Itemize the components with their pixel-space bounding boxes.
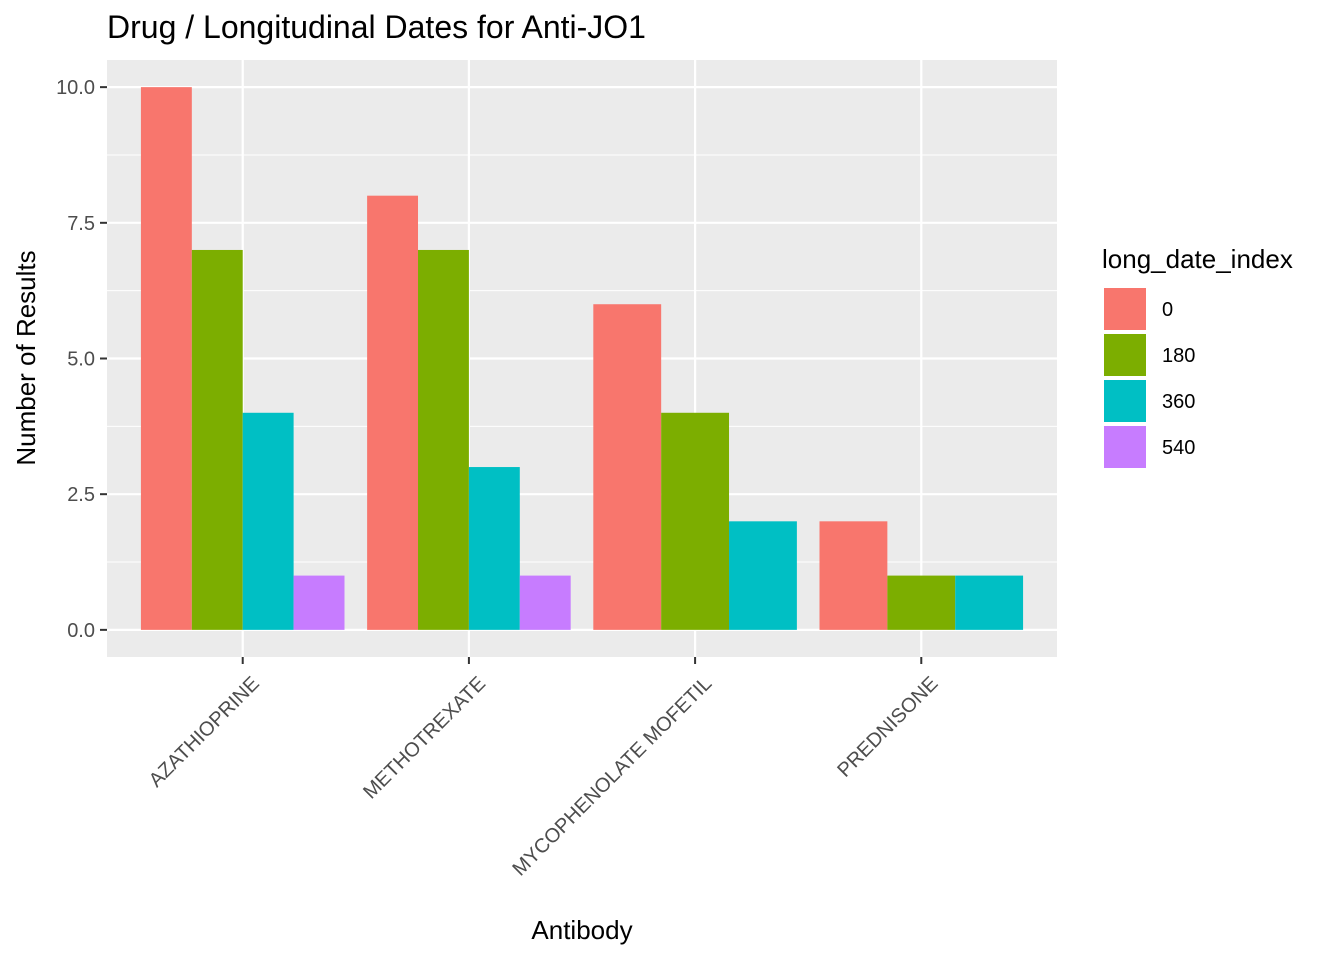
x-tick-label: AZATHIOPRINE [145, 673, 264, 792]
y-tick-label: 0.0 [67, 620, 95, 642]
bar-azathioprine-180 [191, 249, 243, 630]
bar-prednisone-180 [887, 575, 956, 630]
x-tick-label: PREDNISONE [833, 673, 942, 782]
chart-title: Drug / Longitudinal Dates for Anti-JO1 [107, 9, 646, 45]
bar-azathioprine-360 [242, 412, 294, 630]
x-axis-title: Antibody [531, 915, 632, 945]
bar-methotrexate-180 [418, 249, 469, 630]
bar-azathioprine-0 [140, 87, 192, 630]
legend-label-0: 0 [1162, 299, 1173, 321]
y-axis-title: Number of Results [11, 250, 41, 465]
y-tick-label: 10.0 [56, 77, 95, 99]
bar-methotrexate-360 [468, 467, 520, 630]
legend-label-180: 180 [1162, 345, 1195, 367]
bar-mycophenolate-mofetil-360 [729, 521, 797, 630]
bar-azathioprine-540 [293, 575, 345, 630]
y-axis: 0.0 2.5 5.0 7.5 10.0 [56, 77, 107, 642]
bars [140, 87, 1024, 630]
legend-key-180 [1104, 334, 1146, 376]
x-axis: AZATHIOPRINE METHOTREXATE MYCOPHENOLATE MO… [145, 657, 942, 881]
bar-mycophenolate-mofetil-0 [593, 304, 662, 630]
legend-key-0 [1104, 288, 1146, 330]
legend-title: long_date_index [1102, 244, 1293, 274]
legend: long_date_index 0 180 360 540 [1102, 244, 1293, 468]
x-tick-label: METHOTREXATE [359, 673, 490, 804]
y-tick-label: 7.5 [67, 213, 95, 235]
bar-methotrexate-0 [367, 195, 419, 630]
y-tick-label: 2.5 [67, 484, 95, 506]
y-tick-label: 5.0 [67, 349, 95, 371]
bar-mycophenolate-mofetil-180 [661, 412, 730, 630]
legend-key-540 [1104, 426, 1146, 468]
legend-key-360 [1104, 380, 1146, 422]
bar-prednisone-0 [819, 521, 888, 630]
bar-prednisone-360 [955, 575, 1024, 630]
legend-label-540: 540 [1162, 437, 1195, 459]
legend-label-360: 360 [1162, 391, 1195, 413]
bar-methotrexate-540 [519, 575, 571, 630]
x-tick-label: MYCOPHENOLATE MOFETIL [508, 673, 716, 881]
